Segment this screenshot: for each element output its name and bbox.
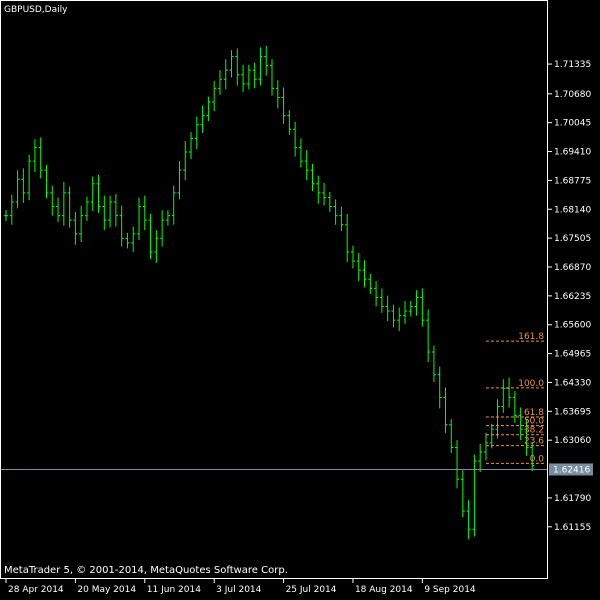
price-tick-label: 1.70680: [554, 90, 591, 100]
price-tick-label: 1.69410: [554, 148, 591, 158]
price-tick-label: 1.63060: [554, 436, 591, 446]
price-tick-label: 1.66235: [554, 292, 591, 302]
price-tick-label: 1.64965: [554, 350, 591, 360]
time-axis[interactable]: 28 Apr 2014 20 May 2014 11 Jun 2014 3 Jul 2…: [5, 579, 476, 595]
current-price-box: [549, 463, 593, 476]
fib-level-label: 61.8: [524, 408, 544, 418]
fib-level-label: 161.8: [518, 332, 544, 342]
price-tick-label: 1.67505: [554, 234, 591, 244]
fib-level-label: 100.0: [518, 379, 544, 389]
price-tick-label: 1.61790: [554, 494, 591, 504]
candles-layer: [4, 45, 535, 540]
chart-title: GBPUSD,Daily: [4, 5, 68, 15]
time-tick-label: 18 Aug 2014: [355, 585, 413, 595]
price-tick-label: 1.65600: [554, 321, 591, 331]
price-tick-label: 1.68140: [554, 205, 591, 215]
price-tick-label: 1.64330: [554, 378, 591, 388]
fibonacci-retracement[interactable]: 161.8 100.0 61.850.038.223.6 0.0: [485, 332, 546, 464]
price-tick-label: 1.70045: [554, 119, 591, 129]
price-tick-label: 1.68775: [554, 176, 591, 186]
time-tick-label: 11 Jun 2014: [147, 585, 201, 595]
price-tick-label: 1.61155: [554, 523, 591, 533]
price-axis[interactable]: 1.71335 1.70680 1.70045 1.69410 1.68775 1.681…: [548, 60, 591, 533]
time-tick-label: 3 Jul 2014: [216, 585, 261, 595]
time-tick-label: 9 Sep 2014: [424, 585, 476, 595]
current-price-label: 1.62416: [553, 465, 590, 475]
fib-level-label: 50.0: [524, 417, 544, 427]
fib-level-label: 23.6: [524, 437, 544, 447]
price-tick-label: 1.63695: [554, 407, 591, 417]
price-tick-label: 1.71335: [554, 60, 591, 70]
fib-level-label: 0.0: [530, 454, 545, 464]
fib-level-label: 38.2: [524, 426, 544, 436]
copyright-text: MetaTrader 5, © 2001-2014, MetaQuotes So…: [4, 565, 288, 576]
price-tick-label: 1.66870: [554, 263, 591, 273]
time-tick-label: 20 May 2014: [77, 585, 136, 595]
plot-frame: [0, 0, 548, 579]
time-tick-label: 28 Apr 2014: [8, 585, 64, 595]
time-tick-label: 25 Jul 2014: [286, 585, 337, 595]
